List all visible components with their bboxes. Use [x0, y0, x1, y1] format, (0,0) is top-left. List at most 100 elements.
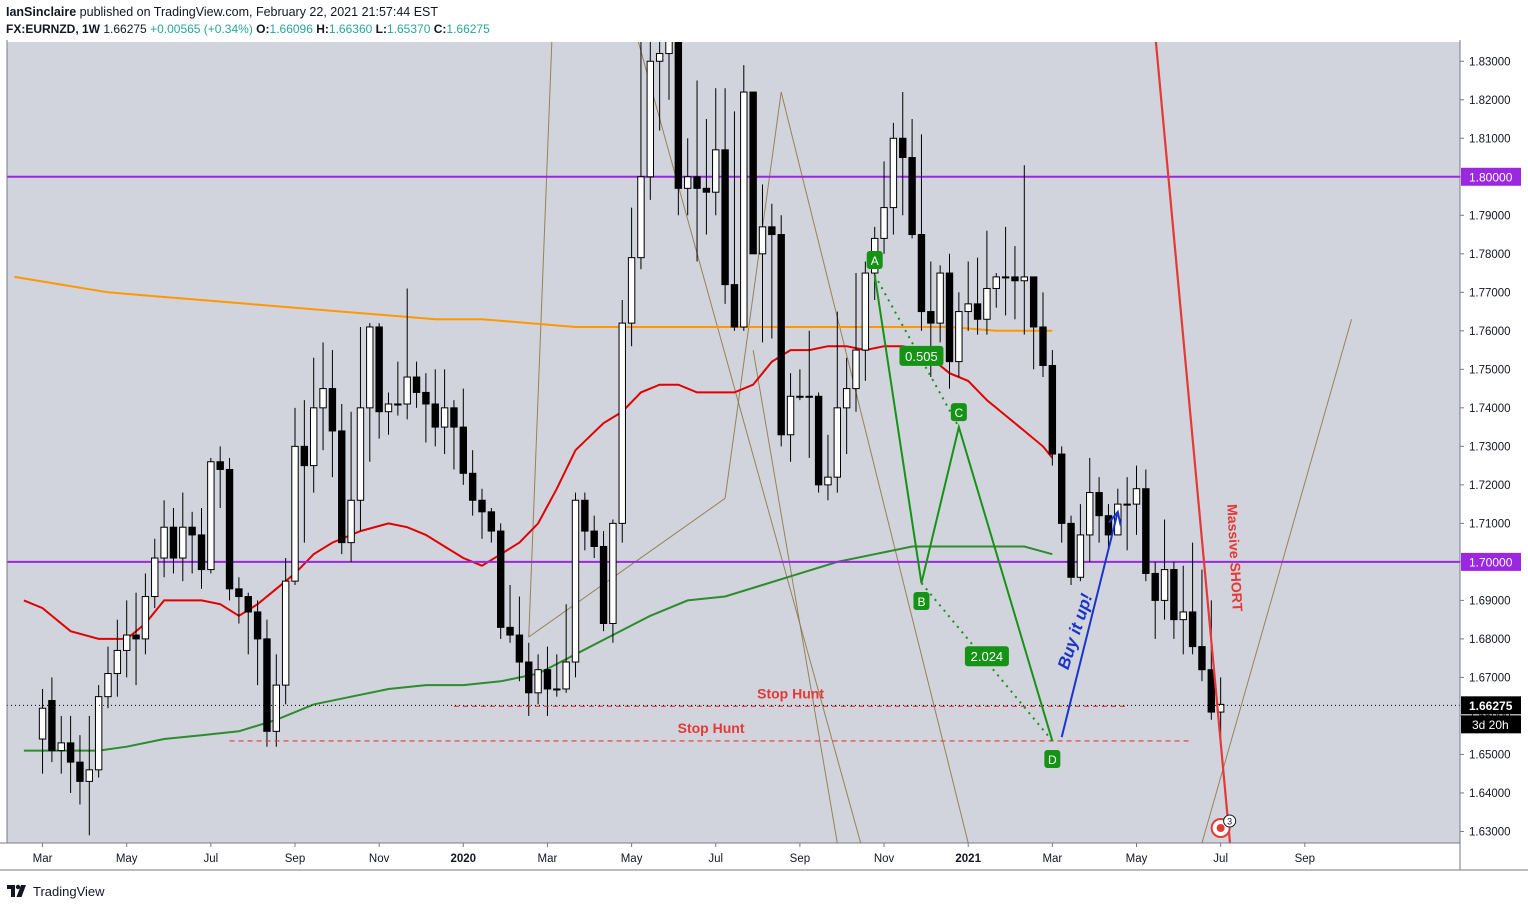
candle-body — [1198, 646, 1206, 671]
high-value: 1.66360 — [328, 22, 373, 36]
candle-body — [964, 303, 972, 313]
candle-body — [880, 207, 888, 239]
chart-area[interactable]: Stop Hunt Stop Hunt A B C D 0.505 2.024 Buy it u… — [0, 40, 1528, 874]
footer: TradingView — [6, 880, 105, 902]
price-tick-label: 1.83000 — [1469, 56, 1511, 68]
massive-short-annotation: Massive SHORT — [1224, 504, 1246, 613]
candle-body — [422, 391, 430, 405]
candle-body — [487, 511, 496, 532]
pattern-point-label: B — [917, 595, 925, 609]
candle-body — [590, 530, 598, 547]
pattern-diagonal — [873, 274, 960, 428]
candle-body — [132, 634, 140, 640]
candle-body — [1170, 569, 1178, 621]
published-text: published on TradingView.com, February 2… — [79, 5, 439, 19]
alert-count-circle — [1223, 814, 1237, 828]
candle-body — [833, 407, 841, 478]
price-tick-label: 1.73000 — [1469, 441, 1511, 453]
candle-body — [431, 403, 439, 428]
candle-body — [1095, 492, 1103, 517]
pattern-leg — [920, 423, 1054, 742]
candle-body — [225, 468, 234, 590]
candle-body — [740, 91, 748, 328]
candle-body — [749, 91, 757, 255]
candle-body — [684, 176, 692, 189]
price-tick-label: 1.71000 — [1469, 518, 1511, 530]
candle-body — [188, 526, 196, 536]
candle-body — [160, 526, 168, 559]
candle-body — [506, 626, 514, 636]
moving-average-line — [14, 275, 1053, 332]
candle-body — [908, 157, 916, 236]
time-tick-label: Nov — [369, 853, 390, 865]
candle-body — [1029, 276, 1038, 328]
candle-body — [534, 669, 542, 694]
chart-header: IanSinclaire published on TradingView.co… — [6, 4, 1516, 40]
ohlc-legend: FX:EURNZD, 1W 1.66275 +0.00565 (+0.34%) … — [6, 21, 1516, 38]
candle-body — [674, 42, 683, 189]
candle-body — [1011, 276, 1019, 282]
publisher-name[interactable]: IanSinclaire — [6, 5, 77, 19]
price-tick-label: 1.74000 — [1469, 403, 1511, 415]
candle-body — [197, 534, 206, 571]
candle-body — [777, 234, 785, 436]
time-tick-label: Mar — [538, 853, 558, 865]
price-tick-label: 1.81000 — [1469, 133, 1511, 145]
candle-body — [338, 430, 346, 544]
candle-body — [889, 137, 898, 209]
low-value: 1.65370 — [386, 22, 431, 36]
candle-body — [955, 311, 963, 363]
candle-body — [394, 403, 402, 406]
candle-body — [842, 388, 851, 409]
candle-body — [1142, 488, 1150, 574]
tradingview-logo-icon[interactable] — [6, 883, 28, 899]
footer-brand[interactable]: TradingView — [33, 883, 105, 899]
candle-body — [1058, 453, 1066, 524]
candle-body — [693, 176, 701, 189]
candle-body — [104, 673, 112, 698]
alert-count: 3 — [1227, 817, 1232, 827]
pattern-point-label: C — [955, 406, 964, 420]
price-tick-label: 1.68000 — [1469, 634, 1511, 646]
candle-body — [1151, 572, 1159, 601]
candle-body — [497, 530, 505, 628]
pattern-ratio-badge — [964, 646, 1009, 667]
candle-body — [899, 137, 907, 159]
candle-body — [244, 596, 252, 613]
candle-body — [1020, 276, 1028, 282]
symbol-interval[interactable]: FX:EURNZD, 1W — [6, 22, 100, 36]
candle-body — [151, 557, 159, 598]
pattern-point-label: D — [1048, 753, 1057, 767]
candle-body — [1048, 364, 1057, 455]
candle-body — [1123, 503, 1131, 506]
price-tick-label: 1.69000 — [1469, 595, 1511, 607]
candle-body — [281, 580, 290, 686]
open-value: 1.66096 — [269, 22, 313, 36]
price-tick-label: 1.63000 — [1469, 826, 1511, 838]
candle-body — [57, 742, 65, 752]
countdown-tag-label: 3d 20h — [1472, 718, 1509, 732]
candle-body — [123, 634, 131, 651]
candle-body — [38, 707, 47, 740]
candle-body — [1132, 488, 1141, 505]
candle-body — [805, 395, 813, 398]
candle-body — [356, 407, 365, 501]
candle-body — [1207, 669, 1215, 713]
candle-body — [543, 669, 552, 690]
close-label: C: — [433, 22, 447, 36]
pattern-point-badge — [913, 592, 930, 611]
pattern-ratio-badge — [899, 345, 944, 366]
candle-body — [581, 499, 589, 532]
price-tick-label: 1.64000 — [1469, 788, 1511, 800]
high-label: H: — [316, 22, 329, 36]
candle-body — [468, 472, 477, 501]
price-tick-label: 1.65000 — [1469, 749, 1511, 761]
candle-body — [609, 522, 617, 624]
candle-body — [646, 60, 654, 178]
candle-body — [141, 596, 150, 640]
time-tick-label: Mar — [33, 853, 53, 865]
candle-body — [936, 272, 944, 324]
time-tick-label: Mar — [1042, 853, 1062, 865]
